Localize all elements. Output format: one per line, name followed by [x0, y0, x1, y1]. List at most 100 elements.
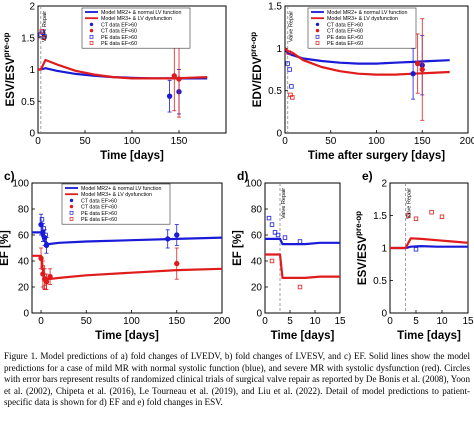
- data-point-open: [439, 214, 445, 219]
- data-point-filled: [414, 60, 421, 67]
- x-tick-label: 15: [334, 316, 346, 327]
- x-tick-label: 0: [282, 136, 288, 147]
- series-line-red: [285, 47, 450, 76]
- y-tick-label: 80: [18, 205, 30, 216]
- data-point-open: [297, 284, 303, 290]
- chart-b: 0 50 100 150 200 0 0.5 1 1.5 Time after surgery […: [249, 2, 474, 163]
- data-point-filled: [166, 93, 173, 99]
- y-tick-label: 2: [29, 2, 35, 13]
- chart-a: 0 50 100 150 0 0.5 1 1.5 2 Time [days] ESV/ESVpre-…: [2, 2, 227, 162]
- x-tick-label: 0: [387, 316, 393, 327]
- x-axis-label: Time [days]: [271, 330, 335, 342]
- y-axis-label-subscript: pre-op: [354, 211, 363, 236]
- data-point-open: [405, 213, 411, 218]
- data-point-open: [269, 258, 275, 264]
- legend-label: PE data EF<60: [81, 217, 117, 223]
- x-axis-label: Time [days]: [100, 150, 164, 162]
- data-point-open: [43, 232, 48, 238]
- data-point-filled: [47, 273, 53, 280]
- x-axis-label: Time after surgery [days]: [308, 150, 445, 162]
- series-line-red: [390, 237, 468, 250]
- y-tick-label: 60: [251, 231, 263, 242]
- y-tick-label: 20: [18, 283, 30, 294]
- data-point-open: [287, 67, 292, 72]
- y-tick-label: 0: [23, 309, 29, 320]
- x-tick-label: 100: [123, 316, 140, 327]
- y-tick-label: 1.5: [21, 33, 35, 44]
- data-layer: [38, 6, 208, 133]
- legend-point-swatch: [89, 41, 94, 45]
- data-point-open: [286, 50, 291, 55]
- x-tick-label: 0: [38, 316, 44, 327]
- x-tick-label: 50: [81, 316, 93, 327]
- y-tick-label: 0: [256, 309, 262, 320]
- y-tick-label: 60: [18, 231, 30, 242]
- legend-label: Model MR2+ & normal LV function: [327, 10, 407, 16]
- x-axis-label: Time [days]: [95, 330, 159, 342]
- valve-repair-label: Valve Repair: [407, 188, 413, 219]
- panel-label: e): [362, 169, 373, 183]
- y-tick-label: 40: [18, 257, 30, 268]
- valve-repair-label: Valve Repair: [42, 11, 48, 42]
- y-tick-label: 1: [276, 44, 282, 55]
- legend-label: Model MR3+ & LV dysfunction: [327, 16, 398, 22]
- data-point-open: [39, 29, 44, 34]
- x-tick-label: 150: [414, 136, 431, 147]
- x-tick-label: 5: [287, 316, 293, 327]
- y-tick-label: 40: [251, 257, 263, 268]
- legend-label: PE data EF>60: [327, 35, 363, 41]
- x-tick-label: 10: [309, 316, 321, 327]
- legend-point-swatch: [315, 22, 320, 27]
- data-point-open: [40, 265, 46, 270]
- y-tick-label: 1.5: [373, 211, 387, 222]
- x-tick-label: 0: [35, 136, 41, 147]
- chart-e: 0 5 10 15 0 0.5 1 1.5 2 Time [days] ESV/ESVpre-op e…: [354, 169, 474, 342]
- x-tick-label: 200: [214, 316, 231, 327]
- legend-box: [81, 7, 191, 49]
- y-tick-label: 100: [245, 179, 262, 190]
- legend-label: CT data EF<60: [327, 29, 363, 35]
- x-tick-label: 200: [460, 136, 474, 147]
- data-point-open: [297, 239, 303, 244]
- x-tick-label: 100: [368, 136, 385, 147]
- series-line-red: [265, 253, 340, 279]
- data-point-filled: [410, 71, 416, 77]
- series-line-blue: [265, 237, 340, 246]
- data-point-open: [413, 216, 419, 221]
- data-point-open: [429, 210, 434, 215]
- y-tick-label: 20: [251, 283, 263, 294]
- x-tick-label: 100: [124, 136, 141, 147]
- y-axis-label-subscript: pre-op: [2, 32, 11, 57]
- figure-caption: Figure 1. Model predictions of a) fold c…: [4, 351, 471, 408]
- data-point-open: [41, 226, 46, 231]
- legend-label: CT data EF>60: [81, 198, 117, 204]
- x-tick-label: 50: [79, 136, 91, 147]
- y-tick-label: 0: [29, 129, 35, 140]
- y-axis-label-subscript: pre-op: [249, 32, 258, 57]
- data-point-open: [285, 61, 290, 66]
- legend-label: CT data EF<60: [101, 29, 137, 35]
- y-axis-label: ESV/ESVpre-op: [354, 211, 369, 285]
- y-tick-label: 2: [381, 179, 387, 190]
- legend-point-swatch: [315, 41, 320, 45]
- legend-point-swatch: [69, 204, 74, 209]
- legend-point-swatch: [89, 22, 94, 27]
- legend-label: PE data EF<60: [101, 41, 137, 47]
- panel-label: d): [237, 169, 248, 183]
- data-point-open: [290, 95, 295, 100]
- legend-label: CT data EF>60: [327, 22, 363, 28]
- y-axis-label: EDV/EDVpre-op: [249, 32, 264, 108]
- data-point-filled: [174, 260, 180, 267]
- y-tick-label: 0.5: [268, 86, 282, 97]
- data-point-filled: [43, 242, 50, 249]
- y-tick-label: 0.5: [373, 276, 387, 287]
- y-tick-label: 0: [381, 309, 387, 320]
- y-axis-label: EF [%]: [0, 230, 11, 266]
- legend-label: Model MR2+ & normal LV function: [101, 10, 181, 16]
- legend-point-swatch: [89, 34, 94, 39]
- legend-box: [307, 7, 417, 49]
- legend-label: Model MR2+ & normal LV function: [81, 186, 161, 192]
- data-point-filled: [176, 76, 182, 82]
